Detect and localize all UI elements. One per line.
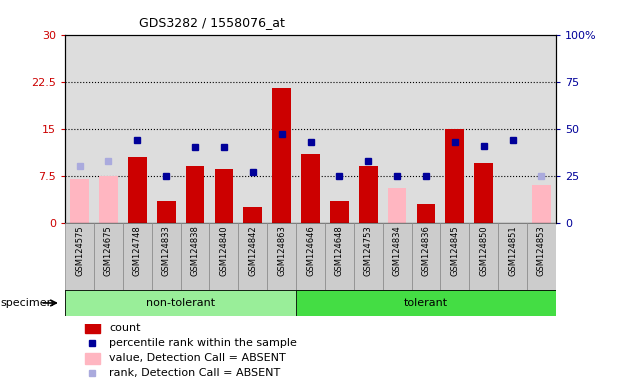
Text: GSM124838: GSM124838	[191, 225, 199, 276]
Text: GSM124834: GSM124834	[392, 225, 402, 276]
Bar	[209, 223, 238, 290]
Text: GSM124845: GSM124845	[450, 225, 460, 276]
Bar	[214, 169, 233, 223]
Text: GSM124850: GSM124850	[479, 225, 488, 276]
Bar	[296, 290, 556, 316]
Bar	[325, 223, 354, 290]
Bar	[296, 223, 325, 290]
Bar	[498, 223, 527, 290]
Bar	[65, 290, 296, 316]
Bar	[445, 129, 464, 223]
Bar	[152, 223, 181, 290]
Bar	[243, 207, 262, 223]
Text: percentile rank within the sample: percentile rank within the sample	[109, 338, 297, 348]
Bar	[469, 223, 498, 290]
Text: non-tolerant: non-tolerant	[146, 298, 215, 308]
Bar	[181, 223, 209, 290]
Text: tolerant: tolerant	[404, 298, 448, 308]
Bar	[417, 204, 435, 223]
Text: specimen: specimen	[0, 298, 54, 308]
Bar	[440, 223, 469, 290]
Text: GSM124753: GSM124753	[364, 225, 373, 276]
Bar	[301, 154, 320, 223]
Text: rank, Detection Call = ABSENT: rank, Detection Call = ABSENT	[109, 368, 281, 378]
Text: GSM124863: GSM124863	[277, 225, 286, 276]
Bar	[474, 163, 493, 223]
Text: GSM124648: GSM124648	[335, 225, 344, 276]
Text: GSM124646: GSM124646	[306, 225, 315, 276]
Bar	[354, 223, 383, 290]
Bar	[330, 201, 349, 223]
Bar	[128, 157, 147, 223]
Text: GSM124842: GSM124842	[248, 225, 257, 276]
Bar	[238, 223, 267, 290]
Bar	[65, 223, 94, 290]
Bar	[532, 185, 551, 223]
Bar	[412, 223, 440, 290]
Text: GSM124748: GSM124748	[133, 225, 142, 276]
Text: GSM124575: GSM124575	[75, 225, 84, 276]
Bar	[186, 166, 204, 223]
Bar	[527, 223, 556, 290]
Text: GSM124833: GSM124833	[161, 225, 171, 276]
Bar	[388, 188, 407, 223]
Text: GSM124836: GSM124836	[422, 225, 430, 276]
Text: GSM124840: GSM124840	[219, 225, 229, 276]
Text: GSM124675: GSM124675	[104, 225, 113, 276]
Bar	[85, 353, 99, 364]
Bar	[99, 176, 118, 223]
Bar	[85, 323, 99, 333]
Bar	[383, 223, 412, 290]
Bar	[272, 88, 291, 223]
Bar	[359, 166, 378, 223]
Bar	[70, 179, 89, 223]
Bar	[94, 223, 123, 290]
Bar	[267, 223, 296, 290]
Text: value, Detection Call = ABSENT: value, Detection Call = ABSENT	[109, 353, 286, 363]
Bar	[123, 223, 152, 290]
Text: GDS3282 / 1558076_at: GDS3282 / 1558076_at	[140, 16, 285, 29]
Text: GSM124853: GSM124853	[537, 225, 546, 276]
Bar	[157, 201, 176, 223]
Text: GSM124851: GSM124851	[508, 225, 517, 276]
Text: count: count	[109, 323, 141, 333]
